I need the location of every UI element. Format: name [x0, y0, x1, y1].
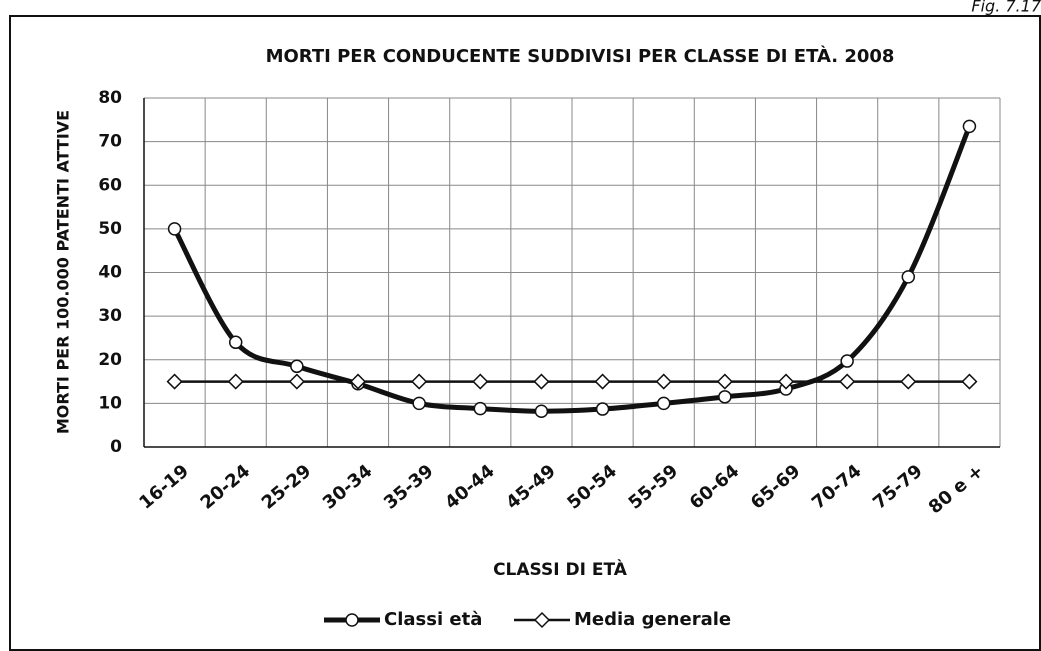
legend-label: Media generale [574, 609, 731, 630]
marker [840, 354, 854, 368]
marker [534, 404, 549, 418]
marker [777, 373, 795, 390]
x-tick-label: 25-29 [258, 461, 316, 514]
legend-label: Classi età [384, 609, 482, 630]
x-tick-label: 35-39 [380, 461, 438, 514]
marker [961, 373, 978, 390]
marker [411, 373, 428, 390]
marker [533, 611, 551, 629]
x-tick-label: 30-34 [319, 461, 377, 514]
marker [349, 373, 367, 390]
y-tick-label: 0 [110, 437, 122, 457]
x-tick-label: 60-64 [686, 461, 744, 514]
y-tick-label: 30 [98, 306, 122, 326]
y-tick-label: 10 [98, 393, 122, 413]
x-tick-label: 55-59 [625, 461, 683, 514]
marker [227, 373, 244, 390]
x-tick-label: 20-24 [197, 461, 255, 514]
marker [718, 390, 732, 404]
x-tick-label: 70-74 [808, 461, 866, 514]
marker [839, 373, 856, 390]
chart-title: MORTI PER CONDUCENTE SUDDIVISI PER CLASS… [266, 45, 895, 67]
y-tick-label: 80 [98, 88, 122, 108]
x-axis-title: CLASSI DI ETÀ [493, 558, 628, 580]
marker [472, 373, 489, 390]
marker [345, 613, 359, 627]
marker [716, 373, 733, 390]
marker [595, 402, 610, 416]
marker [656, 396, 671, 411]
y-axis-title: MORTI PER 100.000 PATENTI ATTIVE [54, 110, 73, 434]
marker [473, 401, 488, 416]
marker [594, 373, 611, 390]
marker [290, 359, 304, 374]
marker [228, 335, 243, 350]
x-tick-label: 80 e + [925, 461, 988, 519]
y-tick-label: 40 [98, 263, 122, 283]
marker [288, 373, 305, 390]
x-tick-label: 50-54 [563, 461, 621, 514]
marker [166, 373, 183, 390]
figure-label: Fig. 7.17 [971, 0, 1041, 16]
marker [167, 222, 182, 236]
marker [412, 396, 426, 411]
y-tick-label: 60 [98, 175, 122, 195]
frame [9, 15, 1041, 651]
marker [962, 119, 977, 134]
x-tick-label: 16-19 [135, 461, 193, 514]
marker [533, 373, 550, 390]
y-tick-label: 20 [98, 350, 122, 370]
y-tick-label: 50 [98, 219, 122, 239]
marker [901, 270, 916, 284]
x-tick-label: 45-49 [502, 461, 560, 514]
marker [655, 373, 672, 390]
marker [900, 373, 917, 390]
x-tick-label: 65-69 [747, 461, 805, 514]
y-tick-label: 70 [98, 132, 122, 152]
x-tick-label: 40-44 [441, 461, 499, 514]
x-tick-label: 75-79 [869, 461, 927, 514]
